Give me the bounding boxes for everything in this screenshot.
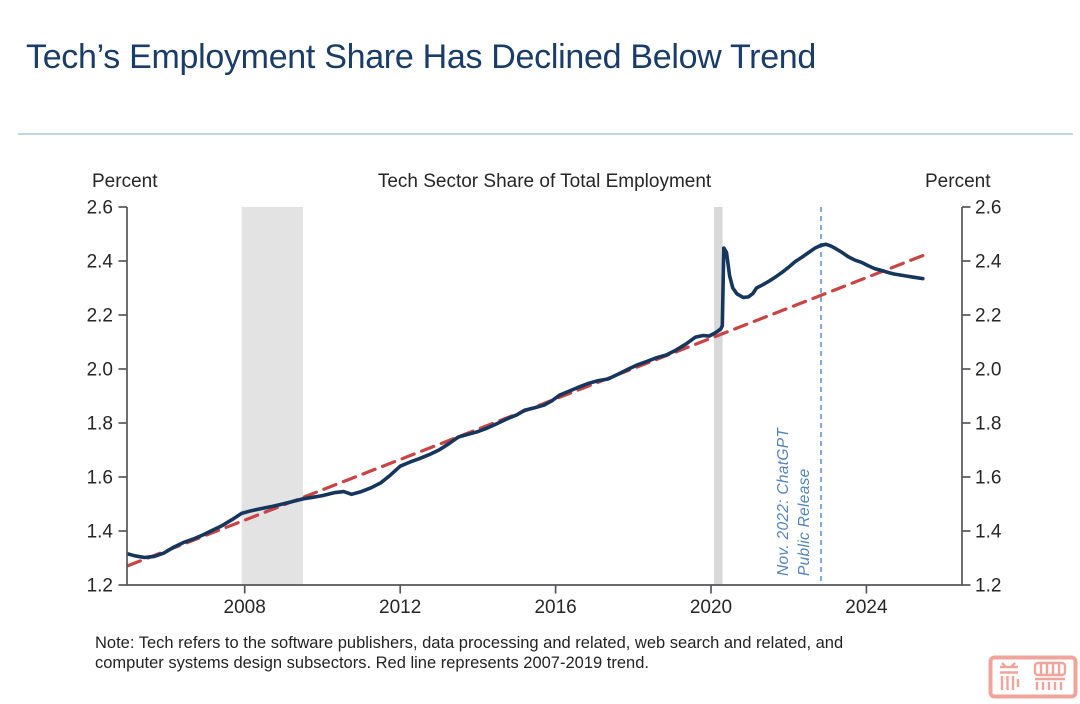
chart-note-line1: Note: Tech refers to the software publis… xyxy=(95,634,844,652)
event-annotation-line1: Nov. 2022: ChatGPT xyxy=(775,427,792,576)
axes xyxy=(126,207,963,586)
y-tick-label-left: 2.6 xyxy=(87,198,113,219)
x-tick-label: 2008 xyxy=(224,597,266,618)
y-tick-label-left: 2.4 xyxy=(87,252,114,273)
y-tick-label-left: 2.0 xyxy=(87,360,113,381)
title-divider xyxy=(18,133,1073,135)
x-tick-label: 2024 xyxy=(845,597,888,618)
event-annotation-line2: Public Release xyxy=(796,468,813,576)
y-tick-label-right: 1.4 xyxy=(975,522,1002,543)
y-tick-label-right: 2.6 xyxy=(975,198,1001,219)
y-tick-label-left: 2.2 xyxy=(87,306,113,327)
tech-share xyxy=(126,242,925,560)
y-tick-label-left: 1.4 xyxy=(87,522,114,543)
y-tick-label-right: 1.6 xyxy=(975,468,1001,489)
y-tick-label-right: 2.4 xyxy=(975,252,1002,273)
y-tick-label-right: 1.2 xyxy=(975,576,1001,597)
seal-glyph-right xyxy=(1033,661,1067,690)
y-tick-label-right: 2.2 xyxy=(975,306,1001,327)
seal-glyph-left xyxy=(1000,662,1020,690)
y-tick-label-right: 1.8 xyxy=(975,414,1001,435)
x-tick-label: 2012 xyxy=(379,597,421,618)
y-tick-label-left: 1.6 xyxy=(87,468,113,489)
chart-note: Note: Tech refers to the software publis… xyxy=(95,633,843,673)
page-title: Tech’s Employment Share Has Declined Bel… xyxy=(26,37,817,76)
y-axis-unit-left: Percent xyxy=(92,171,158,192)
x-tick-label: 2016 xyxy=(534,597,576,618)
y-tick-label-left: 1.2 xyxy=(87,576,113,597)
y-axis-unit-right: Percent xyxy=(925,171,991,192)
chart-title: Tech Sector Share of Total Employment xyxy=(377,171,712,192)
recession-band-2020 xyxy=(714,207,723,585)
recession-band-2008 xyxy=(241,207,303,585)
y-tick-label-right: 2.0 xyxy=(975,360,1001,381)
chart-note-line2: computer systems design subsectors. Red … xyxy=(95,654,649,672)
y-tick-label-left: 1.8 xyxy=(87,414,113,435)
watermark-seal xyxy=(988,655,1078,699)
x-tick-label: 2020 xyxy=(690,597,732,618)
